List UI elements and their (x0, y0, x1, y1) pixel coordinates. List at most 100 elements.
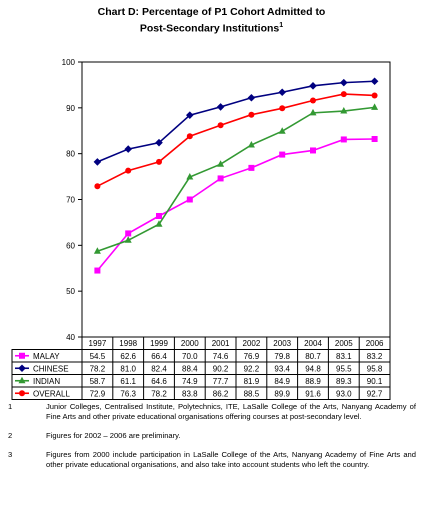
legend-series-name: INDIAN (33, 377, 60, 386)
x-category-label: 1997 (89, 339, 107, 348)
data-point-overall (125, 167, 132, 174)
table-value-malay: 70.0 (182, 352, 198, 361)
legend-key-marker (18, 376, 26, 384)
series-line-indian (97, 106, 375, 253)
data-point-malay (340, 136, 347, 143)
table-value-overall: 93.0 (336, 389, 352, 398)
table-value-malay: 80.7 (305, 352, 321, 361)
footnote-number: 1 (8, 402, 13, 411)
y-tick-label: 70 (66, 196, 75, 205)
table-value-indian: 64.6 (151, 377, 167, 386)
y-tick-label: 50 (66, 287, 75, 296)
table-value-malay: 79.8 (274, 352, 290, 361)
y-tick-label: 80 (66, 150, 75, 159)
data-point-malay (279, 151, 286, 158)
table-value-overall: 83.8 (182, 389, 198, 398)
data-point-indian (309, 108, 317, 116)
footnote-2: 2 Figures for 2002 – 2006 are preliminar… (8, 431, 416, 441)
data-point-overall (217, 122, 224, 129)
y-tick-label: 100 (62, 58, 76, 67)
table-value-chinese: 88.4 (182, 364, 198, 373)
data-point-indian (340, 107, 348, 114)
table-value-indian: 58.7 (90, 377, 106, 386)
x-category-label: 2006 (366, 339, 384, 348)
table-value-overall: 76.3 (120, 389, 136, 398)
data-point-chinese (216, 103, 225, 111)
data-point-chinese (278, 88, 286, 97)
data-point-indian (186, 173, 194, 180)
table-value-chinese: 95.8 (367, 364, 383, 373)
table-value-malay: 62.6 (120, 352, 136, 361)
data-point-indian (155, 220, 163, 227)
footnotes: 1 Junior Colleges, Centralised Institute… (8, 402, 416, 479)
series-line-malay (96, 138, 375, 272)
data-point-overall (340, 91, 347, 98)
data-point-chinese (370, 77, 379, 86)
table-value-chinese: 90.2 (213, 364, 229, 373)
table-value-chinese: 78.2 (90, 364, 106, 373)
table-value-malay: 83.2 (367, 352, 383, 361)
x-category-label: 2004 (304, 339, 322, 348)
table-value-malay: 76.9 (244, 352, 260, 361)
x-category-label: 2001 (212, 339, 230, 348)
footnote-1: 1 Junior Colleges, Centralised Institute… (8, 402, 416, 422)
table-value-overall: 89.9 (274, 389, 290, 398)
y-tick-label: 40 (66, 333, 75, 342)
data-point-malay (156, 213, 162, 219)
footnote-text: Junior Colleges, Centralised Institute, … (46, 402, 416, 421)
data-point-chinese (186, 111, 194, 119)
data-point-indian (247, 140, 255, 148)
footnote-3: 3 Figures from 2000 include participatio… (8, 450, 416, 470)
data-point-overall (310, 97, 316, 104)
data-point-indian (278, 127, 286, 134)
table-value-overall: 78.2 (151, 389, 167, 398)
data-point-indian (371, 103, 379, 110)
x-category-label: 1999 (150, 339, 168, 348)
table-value-chinese: 93.4 (274, 364, 290, 373)
x-category-label: 2002 (243, 339, 261, 348)
data-point-chinese (247, 93, 256, 102)
data-point-malay (310, 147, 316, 154)
footnote-number: 2 (8, 431, 13, 440)
data-point-chinese (155, 138, 163, 147)
y-tick-label: 90 (66, 104, 75, 113)
footnote-text: Figures for 2002 – 2006 are preliminary. (46, 431, 181, 440)
chart-title: Chart D: Percentage of P1 Cohort Admitte… (0, 6, 423, 36)
x-category-label: 2000 (181, 339, 199, 348)
data-point-chinese (93, 158, 102, 166)
data-point-overall (371, 92, 378, 99)
footnote-text: Figures from 2000 include participation … (46, 450, 416, 469)
table-value-malay: 54.5 (90, 352, 106, 361)
legend-series-name: MALAY (33, 352, 60, 361)
table-value-overall: 72.9 (90, 389, 106, 398)
data-point-malay (125, 230, 132, 237)
data-point-overall (279, 105, 286, 112)
legend-series-name: OVERALL (33, 389, 70, 398)
table-value-chinese: 82.4 (151, 364, 167, 373)
series-line-overall (97, 93, 375, 187)
data-point-indian (93, 247, 101, 254)
table-value-indian: 88.9 (305, 377, 321, 386)
table-value-indian: 74.9 (182, 377, 198, 386)
data-point-malay (217, 175, 224, 182)
table-value-indian: 61.1 (120, 377, 136, 386)
table-value-malay: 74.6 (213, 352, 229, 361)
data-point-malay (248, 164, 255, 171)
data-point-overall (156, 158, 162, 165)
table-value-chinese: 95.5 (336, 364, 352, 373)
footnote-number: 3 (8, 450, 13, 459)
table-value-overall: 88.5 (244, 389, 260, 398)
x-category-label: 2005 (335, 339, 353, 348)
chart-title-line2: Post-Secondary Institutions1 (0, 19, 423, 36)
chart-title-footnote-ref: 1 (279, 22, 284, 29)
data-point-chinese (124, 145, 132, 153)
line-chart: 40 50 60 70 80 90 100 1997 1998 1999 2000 2001 2002 2… (11, 58, 391, 400)
chart-title-line2-text: Post-Secondary Institutions (139, 22, 280, 35)
table-value-overall: 91.6 (305, 389, 321, 398)
table-value-overall: 92.7 (367, 389, 383, 398)
table-value-indian: 77.7 (213, 377, 229, 386)
table-value-chinese: 94.8 (305, 364, 321, 373)
legend-key-marker (19, 390, 25, 397)
series-line-chinese (97, 80, 375, 163)
table-value-chinese: 81.0 (120, 364, 136, 373)
